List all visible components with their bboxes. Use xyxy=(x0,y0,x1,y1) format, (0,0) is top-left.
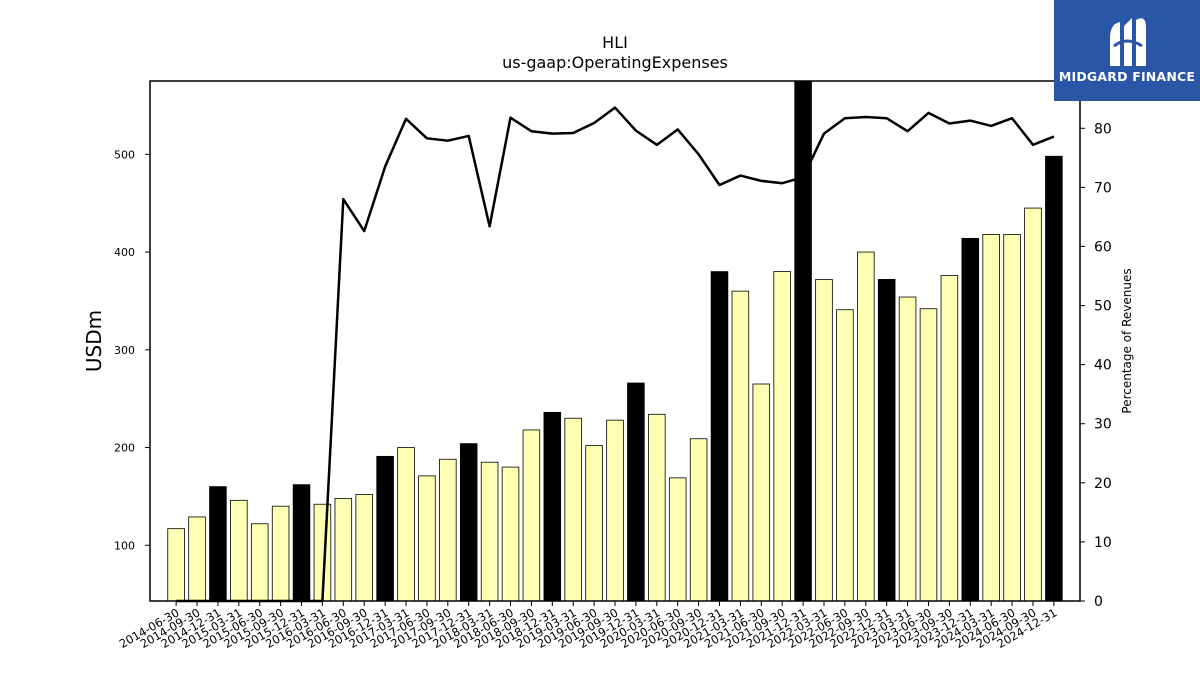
bar-2020-12-31 xyxy=(710,271,729,602)
y2-tick-label: 10 xyxy=(1094,535,1112,551)
bar-2023-06-30 xyxy=(919,308,938,602)
bar-2021-03-31 xyxy=(731,290,750,602)
bar-2018-03-31 xyxy=(480,461,499,602)
midgard-finance-logo: MIDGARD FINANCE xyxy=(1054,0,1200,101)
y2-tick-label: 20 xyxy=(1094,476,1112,492)
left-axis: 100 200 300 400 500 xyxy=(114,148,150,552)
y-tick-label: 400 xyxy=(114,246,135,259)
bar-2024-06-30 xyxy=(1003,234,1021,602)
bar-2017-09-30 xyxy=(439,458,457,602)
bar-2024-12-31 xyxy=(1045,155,1063,602)
bar-2017-06-30 xyxy=(418,475,436,602)
y-tick-label: 500 xyxy=(114,148,135,161)
y2-tick-label: 50 xyxy=(1094,299,1112,315)
bar-2020-03-31 xyxy=(648,413,666,602)
bar-2019-12-31 xyxy=(627,382,645,602)
bar-2016-06-30 xyxy=(334,497,353,602)
bar-2019-09-30 xyxy=(606,419,624,602)
bar-2017-12-31 xyxy=(459,443,478,602)
bar-2020-06-30 xyxy=(668,477,687,602)
y-tick-label: 100 xyxy=(114,539,135,552)
bar-2022-03-31 xyxy=(815,279,833,602)
chart-subtitle: us-gaap:OperatingExpenses xyxy=(502,53,728,72)
bar-2021-12-31 xyxy=(794,80,812,602)
logo-text: MIDGARD FINANCE xyxy=(1058,69,1196,84)
bar-2023-09-30 xyxy=(940,275,959,602)
y2-tick-label: 80 xyxy=(1094,121,1112,137)
y2-tick-label: 30 xyxy=(1094,417,1112,433)
bar-2022-06-30 xyxy=(836,309,854,602)
bar-2018-09-30 xyxy=(522,429,541,602)
bar-2022-09-30 xyxy=(857,251,875,602)
bar-2015-06-30 xyxy=(250,523,269,602)
bar-2015-03-31 xyxy=(230,499,248,602)
bar-2015-09-30 xyxy=(271,505,290,602)
bar-2020-09-30 xyxy=(689,438,708,602)
logo-mark-icon xyxy=(1110,18,1146,66)
right-axis: 0 10 20 30 40 50 60 70 80 xyxy=(1080,121,1112,610)
y-axis-label: USDm xyxy=(82,310,106,372)
bar-2018-12-31 xyxy=(543,411,562,602)
bar-2021-06-30 xyxy=(752,383,771,602)
y2-tick-label: 70 xyxy=(1094,180,1112,196)
bar-2014-06-30 xyxy=(167,528,185,602)
y2-tick-label: 0 xyxy=(1094,594,1103,610)
bar-2022-12-31 xyxy=(877,279,896,602)
y2-tick-label: 40 xyxy=(1094,358,1112,374)
x-axis: 2014-06-302014-09-302014-12-312015-03-31… xyxy=(117,601,1059,651)
bar-2017-03-31 xyxy=(397,447,415,602)
bar-2016-09-30 xyxy=(355,494,373,602)
bar-2016-12-31 xyxy=(376,455,394,602)
bar-2019-06-30 xyxy=(585,445,603,602)
y-tick-label: 300 xyxy=(114,344,135,357)
chart-title: HLI xyxy=(602,33,628,52)
bar-group xyxy=(167,80,1063,602)
bar-2015-12-31 xyxy=(292,484,311,602)
bar-2023-12-31 xyxy=(961,237,980,602)
bar-2024-03-31 xyxy=(982,234,1000,602)
bar-2018-06-30 xyxy=(501,466,520,602)
bar-2021-09-30 xyxy=(773,271,791,602)
y-tick-label: 200 xyxy=(114,442,135,455)
bar-2014-12-31 xyxy=(209,486,227,602)
y2-tick-label: 60 xyxy=(1094,239,1112,255)
bar-2019-03-31 xyxy=(564,417,582,602)
bar-2014-09-30 xyxy=(188,516,206,602)
bar-2023-03-31 xyxy=(898,296,917,602)
bar-2024-09-30 xyxy=(1024,207,1042,602)
y2-axis-label: Percentage of Revenues xyxy=(1120,268,1134,413)
